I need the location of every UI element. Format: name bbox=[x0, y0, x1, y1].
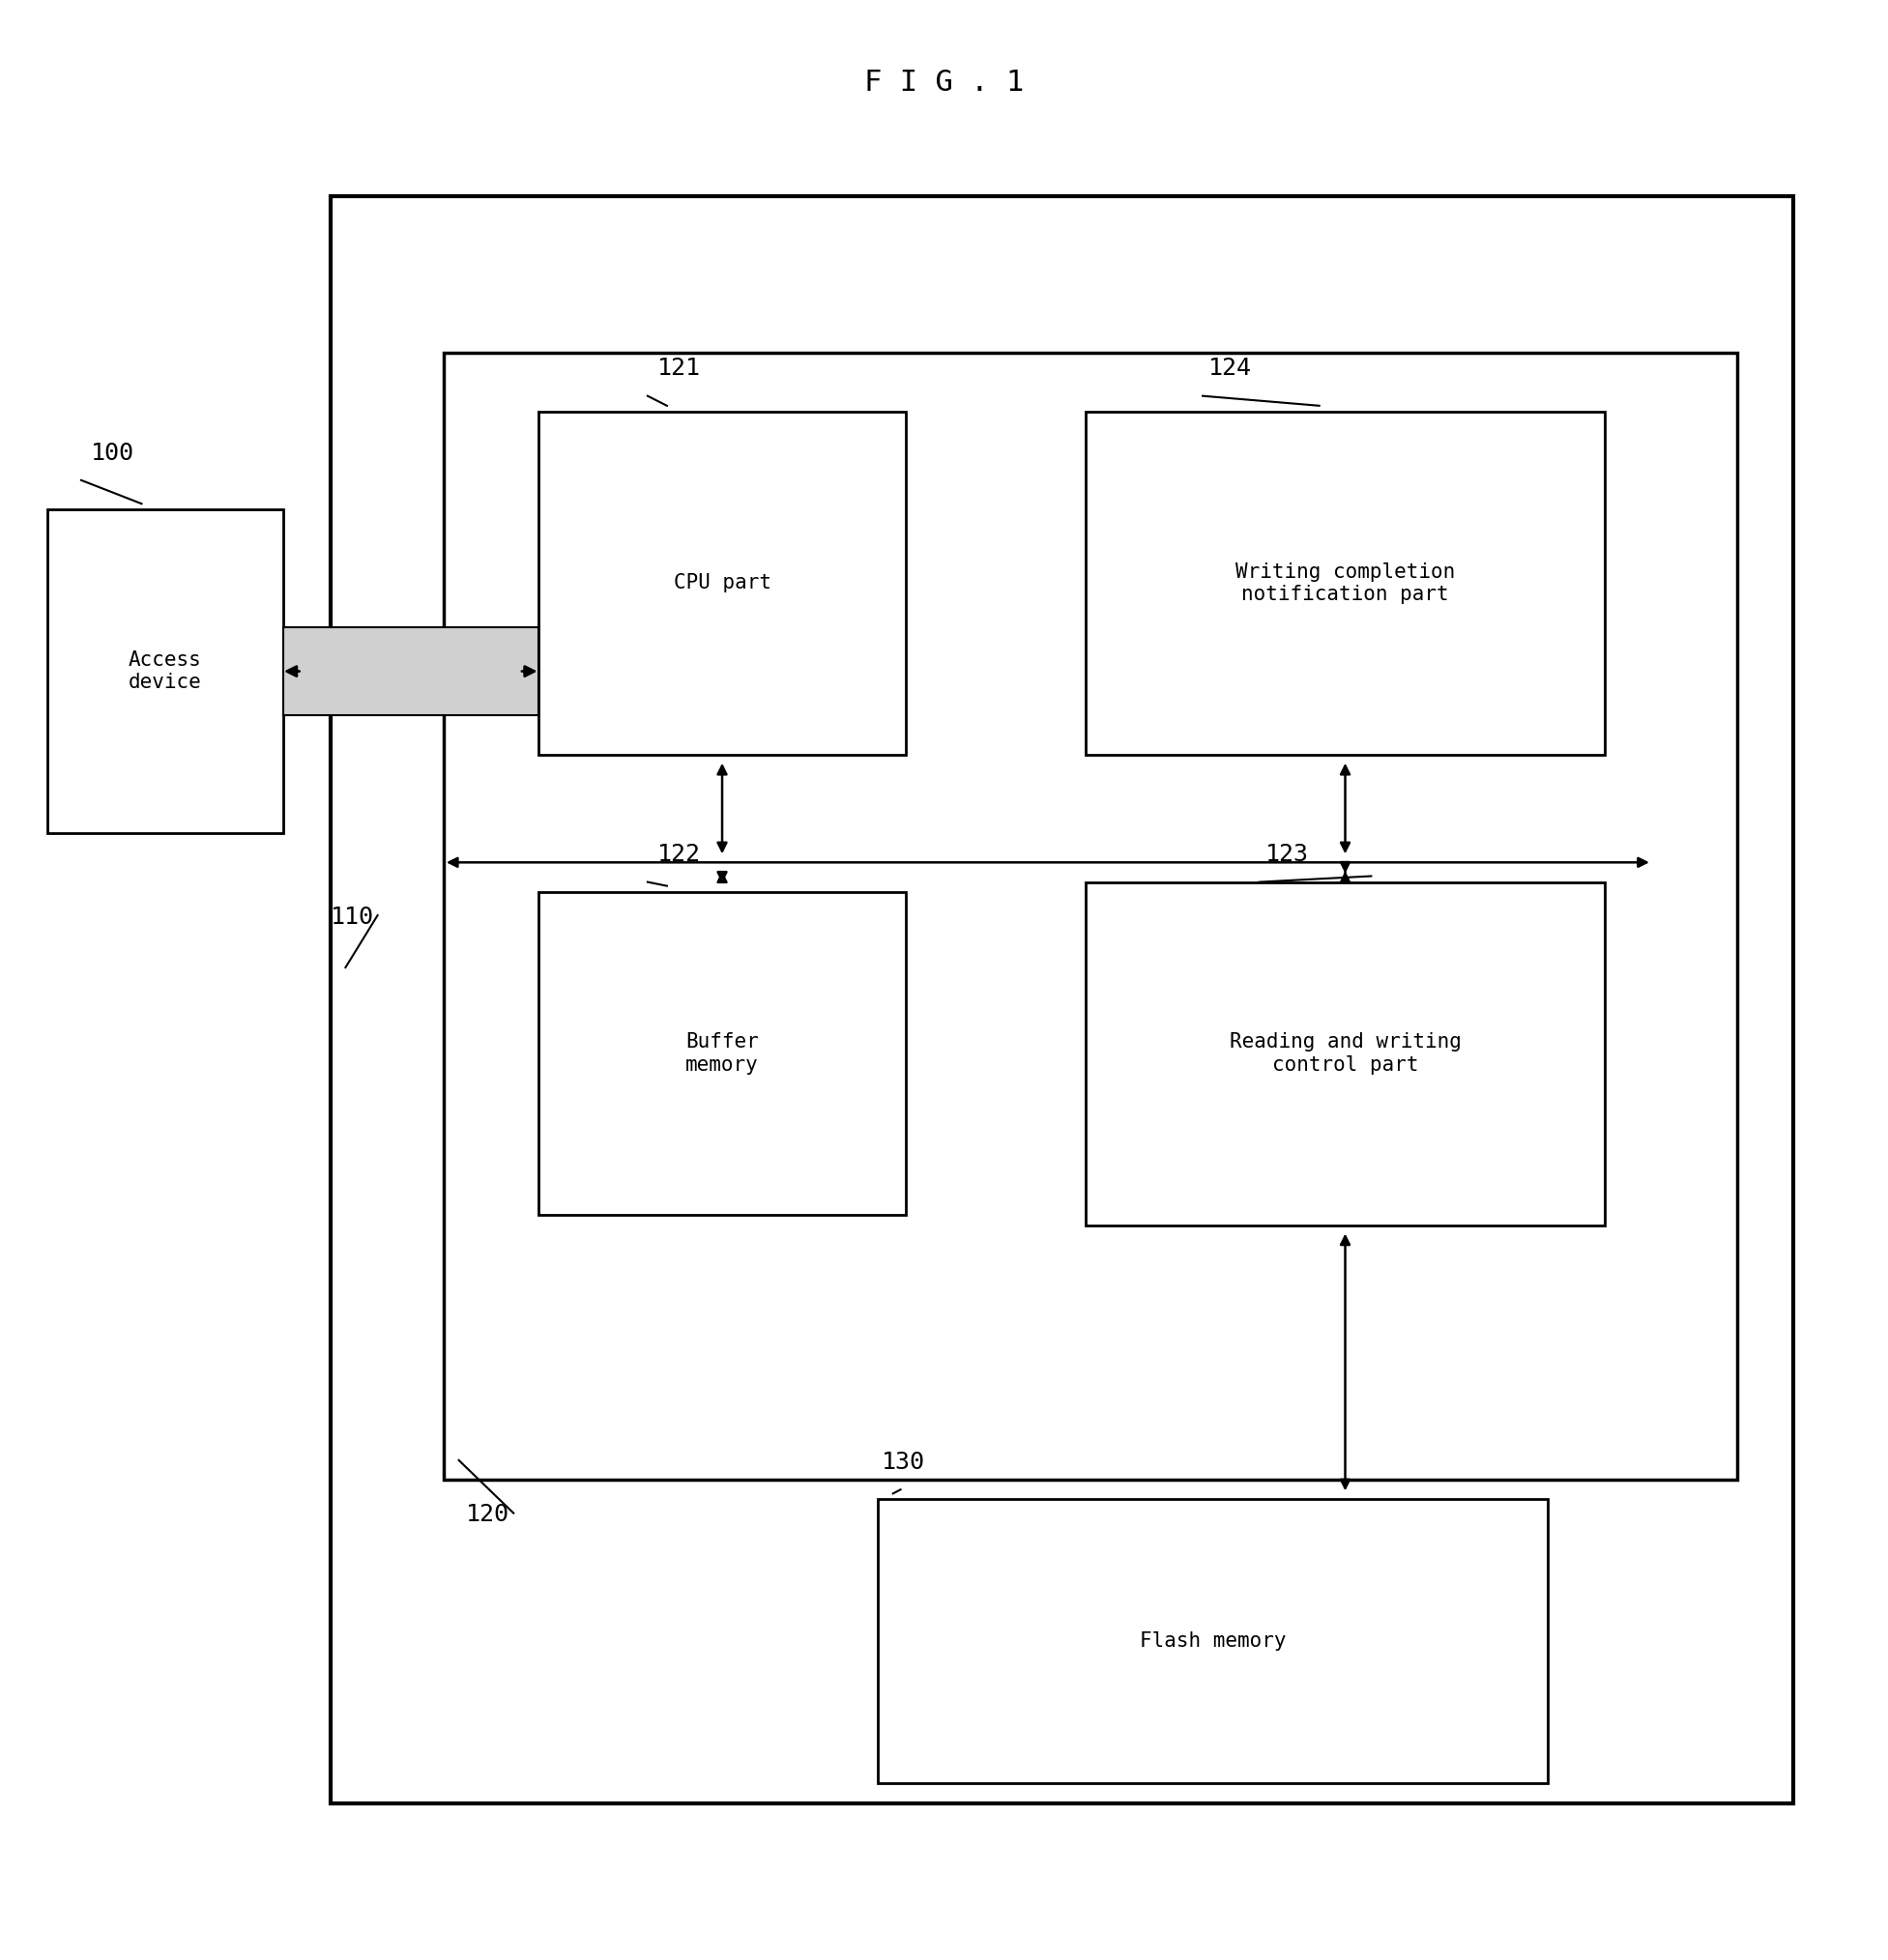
Bar bbox=[538, 892, 906, 1215]
Text: 120: 120 bbox=[466, 1503, 510, 1527]
Text: Reading and writing
control part: Reading and writing control part bbox=[1229, 1033, 1461, 1074]
Bar bbox=[283, 627, 538, 715]
Text: 121: 121 bbox=[657, 357, 700, 380]
Bar bbox=[47, 510, 283, 833]
Bar bbox=[1086, 882, 1605, 1225]
Bar bbox=[538, 412, 906, 755]
Text: 100: 100 bbox=[91, 441, 134, 465]
Text: F I G . 1: F I G . 1 bbox=[865, 69, 1023, 96]
Text: Writing completion
notification part: Writing completion notification part bbox=[1235, 563, 1456, 604]
Text: 110: 110 bbox=[330, 906, 374, 929]
Text: 124: 124 bbox=[1208, 357, 1252, 380]
Text: CPU part: CPU part bbox=[674, 574, 770, 592]
Text: 122: 122 bbox=[657, 843, 700, 866]
Text: 123: 123 bbox=[1265, 843, 1308, 866]
Bar bbox=[444, 353, 1737, 1480]
Text: 130: 130 bbox=[882, 1450, 925, 1474]
Bar bbox=[878, 1499, 1548, 1784]
Bar bbox=[330, 196, 1794, 1803]
Text: Access
device: Access device bbox=[128, 651, 202, 692]
Bar bbox=[1086, 412, 1605, 755]
Text: Flash memory: Flash memory bbox=[1140, 1633, 1286, 1650]
Text: Buffer
memory: Buffer memory bbox=[685, 1033, 759, 1074]
